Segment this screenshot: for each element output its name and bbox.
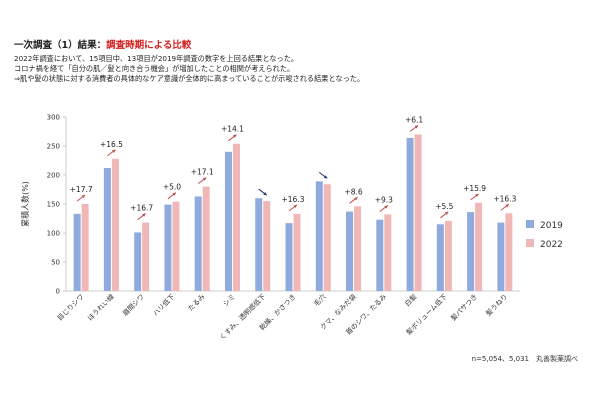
change-label: +9.3 xyxy=(375,195,393,204)
change-arrow-head xyxy=(263,192,267,196)
description-line-2: コロナ禍を経て「自分の肌／髪と向き合う機会」が増加したことの相関が考えられた。 xyxy=(14,64,295,73)
change-label: +16.3 xyxy=(282,195,305,204)
bar-2022 xyxy=(414,134,422,291)
x-tick-label: 白髪 xyxy=(403,292,419,308)
bar-2019 xyxy=(346,211,354,291)
bar-2019 xyxy=(164,204,172,291)
bar-2022 xyxy=(354,206,362,291)
change-label: +14.1 xyxy=(221,125,244,134)
footnote: n=5,054、5,031 丸善製薬調べ xyxy=(471,355,578,363)
change-arrow-head xyxy=(384,205,388,209)
bar-2019 xyxy=(436,224,444,291)
change-label: +16.3 xyxy=(493,194,516,203)
bar-2022 xyxy=(111,158,119,291)
bar-2019 xyxy=(406,137,414,291)
title-separator: ： xyxy=(96,40,107,51)
bar-2022 xyxy=(263,201,271,291)
bar-2019 xyxy=(134,232,142,291)
change-arrow-head xyxy=(111,149,116,153)
change-arrow-head xyxy=(233,134,237,138)
description-line-1: 2022年調査において、15項目中、13項目が2019年調査の数字を上回る結果と… xyxy=(14,54,299,63)
change-label: +5.0 xyxy=(163,183,181,192)
change-arrow-head xyxy=(172,192,176,196)
change-label: +16.5 xyxy=(100,140,123,149)
change-arrow-head xyxy=(142,213,146,217)
x-tick-label: 毛穴 xyxy=(312,292,328,308)
bar-2022 xyxy=(81,204,89,291)
x-tick-label: ハリ低下 xyxy=(151,292,177,318)
change-arrow-head xyxy=(293,204,297,209)
change-arrow-head xyxy=(475,193,479,198)
change-arrow-head xyxy=(505,204,509,208)
change-arrow-head xyxy=(414,125,419,129)
bar-2019 xyxy=(103,168,111,291)
x-tick-label: シミ xyxy=(222,293,237,308)
title-highlight: 調査時期による比較 xyxy=(106,40,192,51)
change-label: +5.5 xyxy=(435,202,453,211)
x-tick-label: ほうれい線 xyxy=(85,292,116,323)
bar-2022 xyxy=(202,186,210,291)
bar-2019 xyxy=(73,213,81,291)
bar-2022 xyxy=(293,213,301,291)
change-label: +15.9 xyxy=(463,184,486,193)
x-tick-label: たるみ xyxy=(187,293,207,313)
change-arrow-head xyxy=(81,195,86,199)
change-label: +17.1 xyxy=(191,168,214,177)
change-label: +8.6 xyxy=(344,187,362,196)
bar-2019 xyxy=(315,181,323,291)
change-arrow-head xyxy=(323,175,328,179)
x-tick-label: 髪パサつき xyxy=(449,292,479,322)
bar-2019 xyxy=(497,222,505,291)
description-line-3: ⇒肌や髪の状態に対する消費者の具体的なケア意識が全体的に高まっていることが示唆さ… xyxy=(14,74,365,83)
title-prefix: 一次調査（1）結果 xyxy=(14,40,97,51)
bar-2019 xyxy=(224,151,232,291)
change-label: +16.7 xyxy=(130,204,153,213)
bar-2022 xyxy=(505,213,513,291)
legend-label-2019: 2019 xyxy=(540,221,563,231)
bar-2022 xyxy=(323,184,331,291)
y-tick-label: 300 xyxy=(47,114,60,122)
change-arrow-head xyxy=(354,197,358,201)
legend-label-2022: 2022 xyxy=(540,240,563,250)
report-header: 一次調査（1）結果：調査時期による比較 2022年調査において、15項目中、13… xyxy=(14,40,594,84)
x-tick-label: 眉間シワ xyxy=(121,293,146,318)
bar-2022 xyxy=(384,214,392,291)
y-tick-label: 150 xyxy=(47,201,60,209)
y-tick-label: 100 xyxy=(47,230,60,238)
x-tick-label: 髪うねり xyxy=(484,292,510,318)
bar-2022 xyxy=(142,222,150,291)
y-axis-label: 累積人数(%) xyxy=(20,181,30,227)
y-tick-label: 50 xyxy=(51,259,60,267)
legend-swatch-2019 xyxy=(526,220,534,228)
y-tick-label: 250 xyxy=(47,143,60,151)
change-label: +6.1 xyxy=(405,115,423,124)
bar-2019 xyxy=(467,212,475,291)
bar-2022 xyxy=(475,202,483,291)
change-label: +17.7 xyxy=(70,185,93,194)
change-arrow-head xyxy=(444,211,449,216)
y-tick-label: 200 xyxy=(47,172,60,180)
y-tick-label: 0 xyxy=(56,288,60,296)
bar-2019 xyxy=(376,219,384,291)
bar-2019 xyxy=(255,198,263,291)
bar-2022 xyxy=(172,201,180,291)
bar-2022 xyxy=(232,143,240,291)
bar-2022 xyxy=(444,220,452,291)
x-tick-label: 目じりシワ xyxy=(56,293,86,323)
change-arrow-head xyxy=(202,177,207,181)
bar-2019 xyxy=(194,196,202,291)
report-title: 一次調査（1）結果：調査時期による比較 xyxy=(14,40,594,52)
legend-swatch-2022 xyxy=(526,239,534,247)
bar-2019 xyxy=(285,223,293,291)
